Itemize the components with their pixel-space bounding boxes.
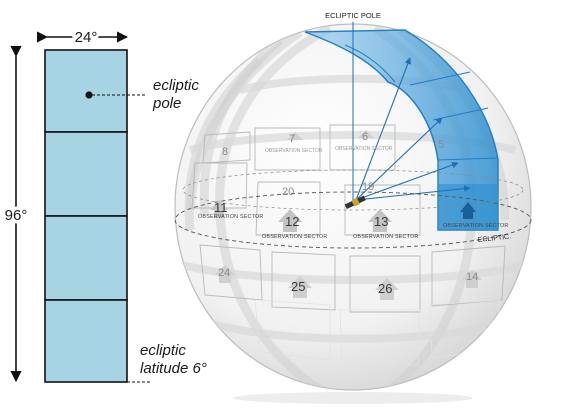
svg-text:OBSERVATION SECTOR: OBSERVATION SECTOR bbox=[262, 234, 328, 240]
sector-26: 26 bbox=[375, 278, 399, 300]
svg-text:OBSERVATION SECTOR: OBSERVATION SECTOR bbox=[265, 148, 323, 154]
celestial-sphere: ECLIPTIC POLE bbox=[174, 11, 532, 404]
camera-arrow-2 bbox=[355, 117, 443, 201]
sector-25: 25 bbox=[288, 276, 312, 298]
sector-labels: 7 OBSERVATION SECTOR 6 OBSERVATION SECTO… bbox=[198, 130, 509, 300]
svg-text:19: 19 bbox=[362, 181, 374, 193]
svg-text:OBSERVATION SECTOR: OBSERVATION SECTOR bbox=[353, 234, 419, 240]
svg-text:5: 5 bbox=[438, 139, 444, 151]
svg-text:6: 6 bbox=[362, 131, 368, 143]
sector-6: 6 OBSERVATION SECTOR bbox=[335, 130, 393, 152]
pole-label: ecliptic pole bbox=[152, 77, 203, 112]
svg-text:8: 8 bbox=[222, 146, 228, 158]
svg-text:26: 26 bbox=[378, 281, 392, 296]
sector-11: 11 OBSERVATION SECTOR bbox=[198, 200, 264, 220]
sector-19: 19 bbox=[362, 181, 374, 193]
sector-5: 5 bbox=[438, 139, 444, 151]
sector-24: 24 bbox=[215, 265, 235, 283]
svg-text:11: 11 bbox=[214, 200, 228, 215]
ecliptic-pole-label: ECLIPTIC POLE bbox=[325, 11, 381, 20]
svg-text:20: 20 bbox=[282, 186, 294, 198]
spacecraft-icon bbox=[344, 195, 366, 210]
camera-field-1 bbox=[44, 49, 128, 133]
sector-7: 7 OBSERVATION SECTOR bbox=[265, 132, 323, 154]
sector-20: 20 bbox=[282, 186, 294, 198]
sector-highlighted-caption: OBSERVATION SECTOR bbox=[443, 202, 509, 229]
sector-12: 12 OBSERVATION SECTOR bbox=[262, 209, 328, 240]
svg-text:25: 25 bbox=[291, 279, 305, 294]
ecliptic-ring-upper bbox=[182, 169, 524, 211]
sector-8: 8 bbox=[222, 146, 228, 158]
height-label: 96° bbox=[5, 207, 28, 224]
sector-strip: 24° 96° ecliptic pole ecliptic latitude … bbox=[1, 26, 207, 383]
camera-field-2 bbox=[44, 131, 128, 217]
sector-14: 14 bbox=[462, 270, 482, 288]
svg-text:OBSERVATION SECTOR: OBSERVATION SECTOR bbox=[335, 146, 393, 152]
svg-text:7: 7 bbox=[289, 133, 295, 145]
highlighted-sector bbox=[304, 29, 499, 231]
ecliptic-pole-dot bbox=[85, 91, 93, 99]
camera-field-4 bbox=[44, 299, 128, 383]
camera-arrow-3 bbox=[355, 161, 459, 201]
latitude-label: ecliptic latitude 6° bbox=[140, 342, 207, 377]
svg-text:13: 13 bbox=[374, 214, 388, 229]
svg-text:OBSERVATION SECTOR: OBSERVATION SECTOR bbox=[443, 223, 509, 229]
sector-13: 13 OBSERVATION SECTOR bbox=[353, 209, 419, 240]
width-label: 24° bbox=[75, 29, 98, 46]
svg-text:OBSERVATION SECTOR: OBSERVATION SECTOR bbox=[198, 214, 264, 220]
camera-arrow-1 bbox=[355, 57, 411, 201]
camera-field-3 bbox=[44, 215, 128, 301]
ecliptic-label: ECLIPTIC bbox=[477, 234, 509, 244]
svg-text:14: 14 bbox=[466, 271, 478, 283]
svg-text:24: 24 bbox=[218, 267, 230, 279]
ecliptic-ring bbox=[174, 191, 532, 249]
svg-text:12: 12 bbox=[285, 214, 299, 229]
